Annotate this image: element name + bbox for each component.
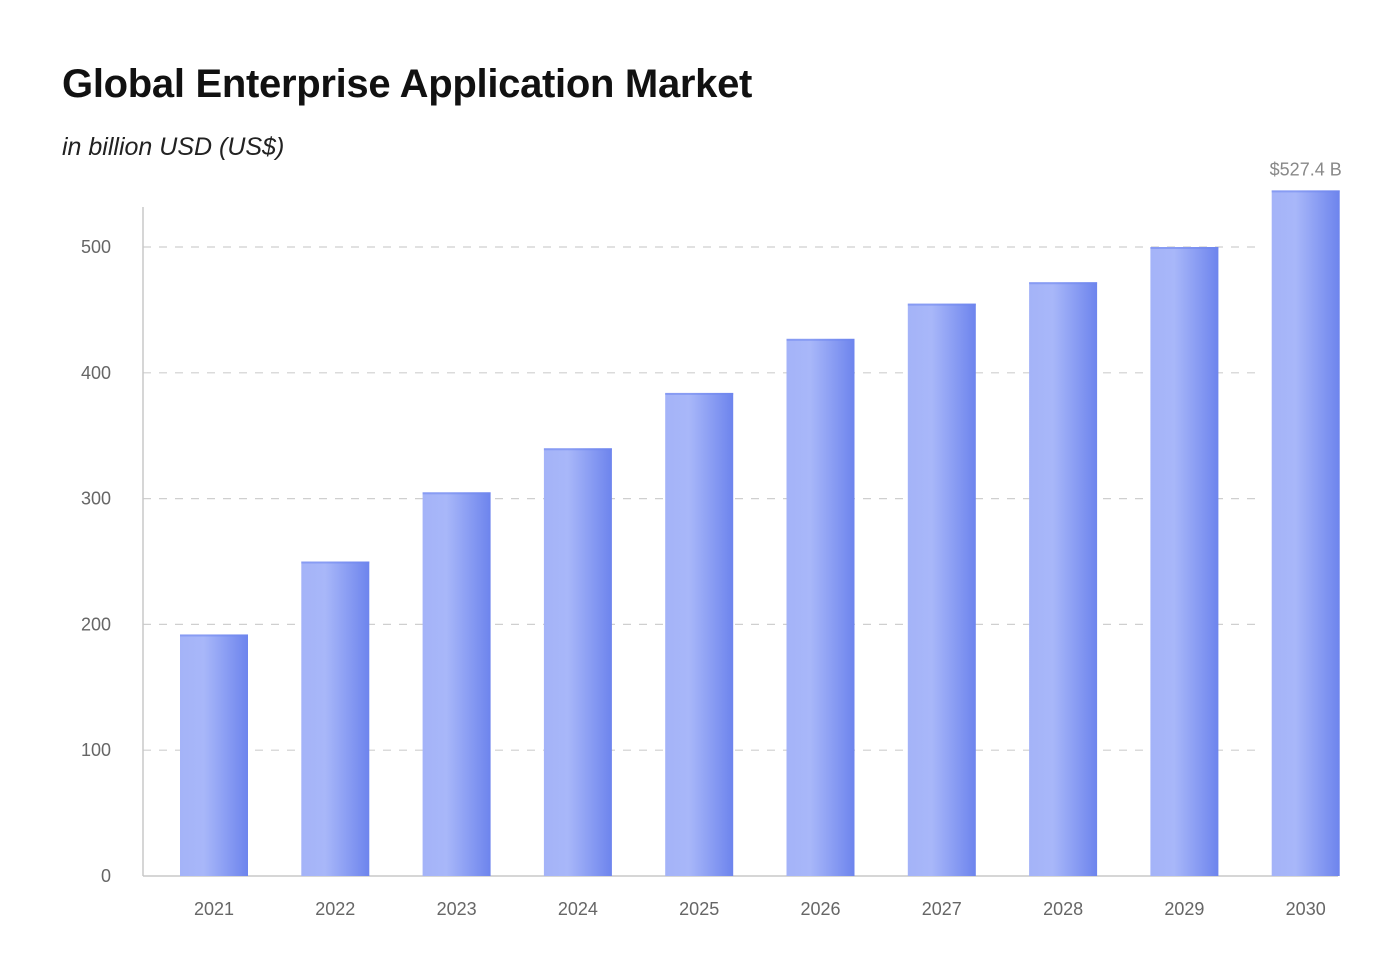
bar-top-edge-2024 — [543, 448, 612, 451]
y-tick-label-400: 400 — [81, 363, 111, 383]
x-tick-label-2026: 2026 — [800, 899, 840, 919]
x-tick-label-2023: 2023 — [437, 899, 477, 919]
y-tick-label-100: 100 — [81, 740, 111, 760]
bar-2024 — [543, 448, 612, 876]
x-tick-label-2030: 2030 — [1286, 899, 1326, 919]
bar-2023 — [422, 492, 491, 876]
bar-2028 — [1029, 282, 1098, 876]
y-tick-label-200: 200 — [81, 614, 111, 634]
y-tick-label-300: 300 — [81, 489, 111, 509]
x-tick-label-2021: 2021 — [194, 899, 234, 919]
bar-2026 — [786, 338, 855, 877]
x-tick-label-2027: 2027 — [922, 899, 962, 919]
bar-2025 — [665, 392, 734, 876]
bar-top-edge-2023 — [422, 492, 491, 495]
bar-top-edge-2021 — [180, 634, 248, 637]
bars — [180, 190, 1340, 877]
y-tick-label-0: 0 — [101, 866, 111, 886]
x-tick-label-2022: 2022 — [315, 899, 355, 919]
bar-top-edge-2022 — [301, 561, 370, 564]
bar-top-edge-2025 — [665, 392, 734, 395]
x-tick-label-2028: 2028 — [1043, 899, 1083, 919]
bar-top-edge-2030 — [1271, 190, 1340, 193]
chart-title: Global Enterprise Application Market — [62, 62, 753, 106]
x-tick-label-2024: 2024 — [558, 899, 598, 919]
bar-top-edge-2027 — [907, 303, 976, 306]
bar-2030 — [1271, 190, 1340, 876]
bar-2029 — [1150, 247, 1219, 876]
y-tick-label-500: 500 — [81, 237, 111, 257]
bar-2021 — [180, 634, 248, 876]
data-label-2030: $527.4 B — [1270, 159, 1342, 179]
chart-subtitle: in billion USD (US$) — [62, 133, 285, 161]
x-tick-label-2029: 2029 — [1164, 899, 1204, 919]
x-tick-label-2025: 2025 — [679, 899, 719, 919]
bar-top-edge-2026 — [786, 338, 855, 341]
bar-2022 — [301, 561, 370, 876]
labels: 0 100 200 300 400 500 2021 2022 2023 2024 2025 2026… — [81, 159, 1342, 919]
bar-top-edge-2028 — [1029, 282, 1098, 285]
bar-top-edge-2029 — [1150, 247, 1219, 249]
bar-2027 — [907, 303, 976, 876]
